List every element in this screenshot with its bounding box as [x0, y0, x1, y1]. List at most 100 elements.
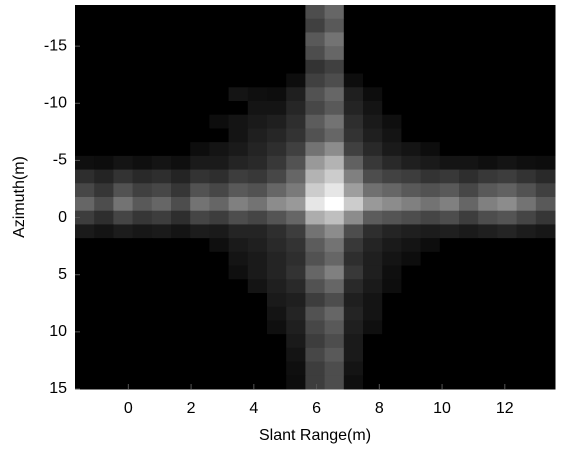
heatmap-cell — [132, 169, 153, 184]
heatmap-cell — [132, 142, 153, 157]
heatmap-cell — [247, 128, 268, 143]
heatmap-cell — [324, 32, 345, 47]
heatmap-cell — [382, 238, 402, 253]
heatmap-cell — [420, 183, 441, 198]
heatmap-cell — [382, 375, 402, 390]
heatmap-cell — [363, 224, 383, 239]
heatmap-cell — [439, 18, 460, 33]
heatmap-cell — [420, 142, 441, 157]
heatmap-cell — [363, 293, 383, 308]
heatmap-cell — [516, 265, 537, 280]
heatmap-cell — [516, 87, 537, 102]
heatmap-cell — [343, 5, 364, 20]
heatmap-cell — [267, 293, 287, 308]
heatmap-cell — [478, 46, 498, 61]
heatmap-cell — [286, 87, 306, 102]
heatmap-cell — [286, 128, 306, 143]
heatmap-cell — [363, 320, 383, 335]
heatmap-cell — [286, 197, 306, 212]
heatmap-cell — [420, 375, 441, 390]
heatmap-cell — [363, 142, 383, 157]
heatmap-cell — [75, 183, 95, 198]
heatmap-cell — [151, 306, 172, 321]
heatmap-cell — [420, 114, 441, 129]
heatmap-cell — [535, 334, 556, 349]
heatmap-cell — [75, 265, 95, 280]
heatmap-cell — [420, 18, 441, 33]
heatmap-cell — [478, 59, 498, 75]
heatmap-cell — [363, 101, 383, 116]
heatmap-cell — [209, 169, 230, 184]
heatmap-cell — [75, 320, 95, 335]
heatmap-cell — [75, 306, 95, 321]
heatmap-cell — [401, 46, 422, 61]
heatmap-cell — [478, 18, 498, 33]
heatmap-cell — [516, 306, 537, 321]
heatmap-cell — [286, 306, 306, 321]
heatmap-cell — [305, 334, 326, 349]
heatmap-cell — [401, 238, 422, 253]
heatmap-cell — [75, 238, 95, 253]
heatmap-cell — [420, 279, 441, 294]
heatmap-cell — [382, 197, 402, 212]
heatmap-cell — [343, 347, 364, 363]
heatmap-cell — [267, 224, 287, 239]
heatmap-cell — [228, 155, 249, 171]
heatmap-cell — [228, 320, 249, 335]
heatmap-cell — [190, 155, 210, 171]
heatmap-cell — [171, 238, 191, 253]
heatmap-cell — [228, 114, 249, 129]
heatmap-cell — [171, 18, 191, 33]
heatmap-cell — [535, 347, 556, 363]
heatmap-cell — [459, 18, 479, 33]
heatmap-cell — [459, 279, 479, 294]
heatmap-cell — [151, 320, 172, 335]
heatmap-cell — [267, 210, 287, 225]
heatmap-cell — [363, 375, 383, 390]
heatmap-cell — [535, 293, 556, 308]
heatmap-cell — [324, 320, 345, 335]
heatmap-cell — [228, 169, 249, 184]
heatmap-cell — [459, 155, 479, 171]
heatmap-cell — [209, 251, 230, 267]
heatmap-cell — [382, 183, 402, 198]
heatmap-cell — [439, 59, 460, 75]
heatmap-cell — [247, 293, 268, 308]
heatmap-cell — [94, 347, 114, 363]
heatmap-cell — [401, 197, 422, 212]
heatmap-cell — [420, 59, 441, 75]
heatmap-cell — [420, 155, 441, 171]
heatmap-cell — [401, 101, 422, 116]
heatmap-cell — [190, 210, 210, 225]
heatmap-cell — [247, 347, 268, 363]
heatmap-cell — [286, 279, 306, 294]
heatmap-cell — [478, 224, 498, 239]
heatmap-cell — [267, 320, 287, 335]
heatmap-cell — [324, 46, 345, 61]
heatmap-cell — [439, 73, 460, 88]
heatmap-cell — [497, 197, 518, 212]
heatmap-cell — [113, 320, 134, 335]
heatmap-cell — [516, 293, 537, 308]
heatmap-cell — [401, 155, 422, 171]
heatmap-cell — [209, 142, 230, 157]
heatmap-cell — [420, 197, 441, 212]
heatmap-cell — [516, 59, 537, 75]
heatmap-cell — [171, 224, 191, 239]
heatmap-cell — [382, 361, 402, 376]
heatmap-cell — [75, 59, 95, 75]
heatmap-cell — [343, 224, 364, 239]
heatmap-cell — [459, 114, 479, 129]
heatmap-cell — [94, 210, 114, 225]
heatmap-cell — [324, 155, 345, 171]
heatmap-cell — [267, 265, 287, 280]
heatmap-cell — [459, 293, 479, 308]
heatmap-cell — [132, 279, 153, 294]
heatmap-cell — [497, 238, 518, 253]
heatmap-cell — [190, 197, 210, 212]
heatmap-cell — [267, 5, 287, 20]
heatmap-cell — [94, 128, 114, 143]
heatmap-cell — [94, 334, 114, 349]
heatmap-cell — [401, 334, 422, 349]
heatmap-cell — [439, 114, 460, 129]
